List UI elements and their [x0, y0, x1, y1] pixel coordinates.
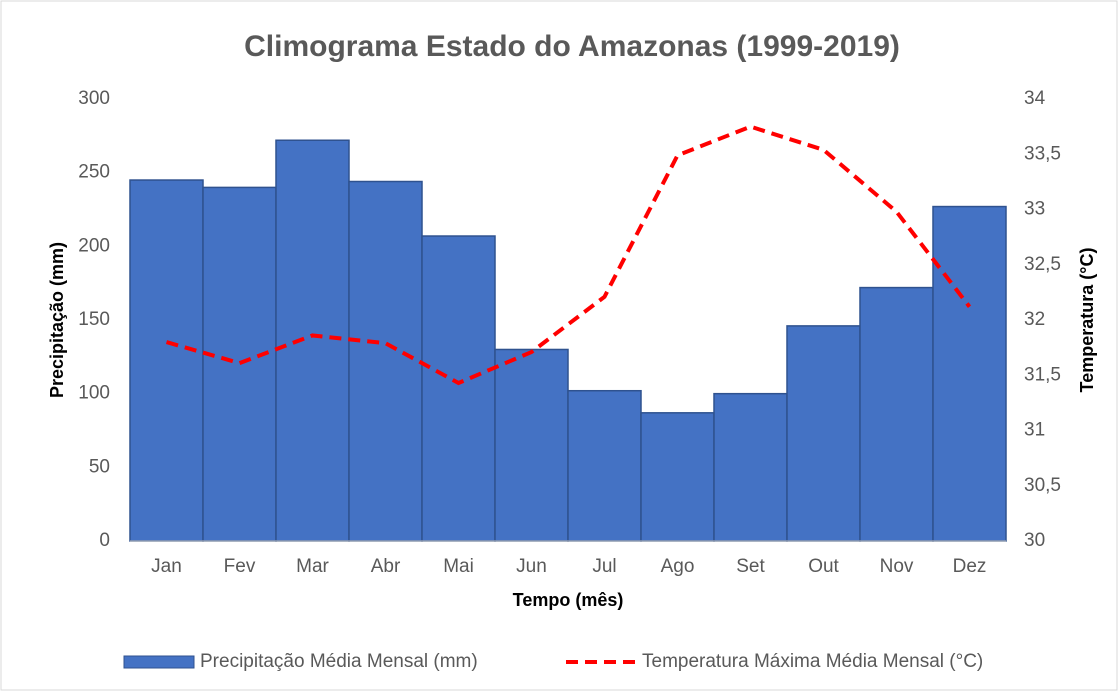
x-tick-label: Fev: [224, 556, 256, 577]
chart-title: Climograma Estado do Amazonas (1999-2019…: [244, 30, 900, 63]
y-tick-label: 300: [78, 88, 110, 109]
bar: [494, 348, 569, 542]
x-tick-label: Mai: [443, 556, 474, 577]
y2-tick-label: 30: [1024, 530, 1045, 551]
y2-tick-label: 31,5: [1024, 364, 1061, 385]
y2-tick-label: 32,5: [1024, 254, 1061, 275]
legend-swatch: [123, 655, 195, 669]
y2-tick-label: 30,5: [1024, 475, 1061, 496]
bar: [421, 235, 496, 542]
bar: [129, 179, 204, 542]
bar: [348, 180, 423, 542]
y-tick-label: 150: [78, 309, 110, 330]
y-tick-label: 100: [78, 383, 110, 404]
x-tick-label: Mar: [296, 556, 329, 577]
y2-tick-label: 31: [1024, 420, 1045, 441]
x-tick-label: Jul: [592, 556, 616, 577]
y2-tick-label: 34: [1024, 88, 1046, 109]
bar: [786, 325, 861, 542]
bar: [275, 139, 350, 542]
y2-tick-label: 32: [1024, 309, 1045, 330]
bar: [713, 392, 788, 542]
x-tick-label: Ago: [661, 556, 695, 577]
bar: [640, 412, 715, 542]
line: [165, 124, 972, 386]
x-tick-label: Out: [808, 556, 839, 577]
bar: [859, 286, 934, 542]
legend-label: Temperatura Máxima Média Mensal (°C): [642, 651, 983, 672]
x-tick-label: Dez: [953, 556, 987, 577]
bar: [932, 205, 1007, 542]
y2-tick-label: 33: [1024, 199, 1045, 220]
x-tick-label: Jun: [516, 556, 547, 577]
y-tick-label: 50: [89, 456, 110, 477]
x-tick-label: Nov: [880, 556, 914, 577]
bar: [202, 186, 277, 542]
y-tick-label: 200: [78, 235, 110, 256]
bar: [567, 389, 642, 542]
x-tick-label: Abr: [371, 556, 401, 577]
x-tick-label: Set: [736, 556, 765, 577]
y-tick-label: 250: [78, 162, 110, 183]
x-axis-title: Tempo (mês): [513, 590, 624, 610]
x-tick-label: Jan: [151, 556, 182, 577]
legend-label: Precipitação Média Mensal (mm): [200, 651, 478, 672]
y-axis-title: Precipitação (mm): [47, 242, 67, 398]
y2-axis-title: Temperatura (°C): [1077, 248, 1097, 393]
y-tick-label: 0: [99, 530, 110, 551]
y2-tick-label: 33,5: [1024, 143, 1061, 164]
